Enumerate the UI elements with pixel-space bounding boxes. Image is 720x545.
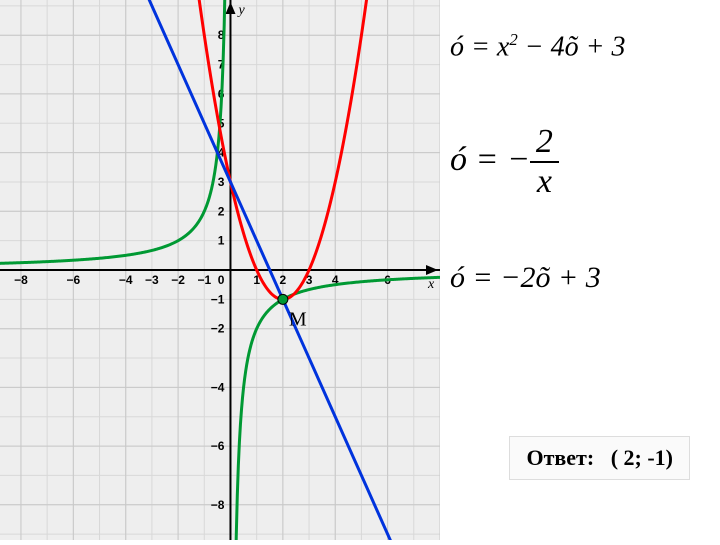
equation-2: ó = −2x (450, 123, 710, 201)
eq1-a: x (497, 31, 509, 62)
svg-text:2: 2 (218, 204, 225, 218)
svg-text:−3: −3 (145, 273, 159, 287)
equation-1: ó = x2 − 4õ + 3 (450, 30, 710, 63)
eq3-tail: + 3 (551, 261, 601, 294)
svg-text:−2: −2 (211, 322, 225, 336)
svg-text:−2: −2 (171, 273, 185, 287)
svg-text:−6: −6 (66, 273, 80, 287)
svg-text:−6: −6 (211, 439, 225, 453)
equation-3: ó = −2õ + 3 (450, 261, 710, 295)
equations-panel: ó = x2 − 4õ + 3 ó = −2x ó = −2õ + 3 (450, 20, 710, 335)
eq3-var: õ (536, 261, 551, 294)
svg-text:М: М (289, 308, 307, 330)
eq2-lhs: ó (450, 141, 467, 178)
eq1-eq: = (464, 31, 497, 62)
answer-box: Ответ: ( 2; -1) (509, 436, 690, 480)
eq2-eq: = − (467, 141, 530, 178)
svg-text:0: 0 (218, 273, 225, 287)
eq3-eq: = −2 (465, 261, 536, 294)
answer-value: ( 2; -1) (611, 445, 673, 470)
eq1-lhs: ó (450, 31, 464, 62)
svg-text:−1: −1 (197, 273, 211, 287)
svg-text:−1: −1 (211, 292, 225, 306)
eq2-frac: 2x (530, 123, 559, 201)
svg-text:−4: −4 (211, 380, 225, 394)
eq1-mid: − 4 (518, 31, 565, 62)
svg-text:y: y (236, 3, 245, 18)
eq3-lhs: ó (450, 261, 465, 294)
answer-label: Ответ: (526, 445, 594, 470)
svg-text:2: 2 (280, 273, 287, 287)
eq1-var2: õ (565, 31, 579, 62)
eq2-num: 2 (530, 123, 559, 163)
eq2-den: x (530, 163, 559, 201)
svg-text:−8: −8 (211, 498, 225, 512)
chart-area: −8−6−4−3−2−112346−8−6−4−2−1123456780xyМ (0, 0, 440, 540)
eq1-exp: 2 (509, 30, 517, 49)
eq1-tail: + 3 (579, 31, 626, 62)
svg-text:1: 1 (218, 234, 225, 248)
svg-text:−4: −4 (119, 273, 133, 287)
chart-svg: −8−6−4−3−2−112346−8−6−4−2−1123456780xyМ (0, 0, 440, 540)
svg-text:−8: −8 (14, 273, 28, 287)
svg-text:3: 3 (218, 175, 225, 189)
